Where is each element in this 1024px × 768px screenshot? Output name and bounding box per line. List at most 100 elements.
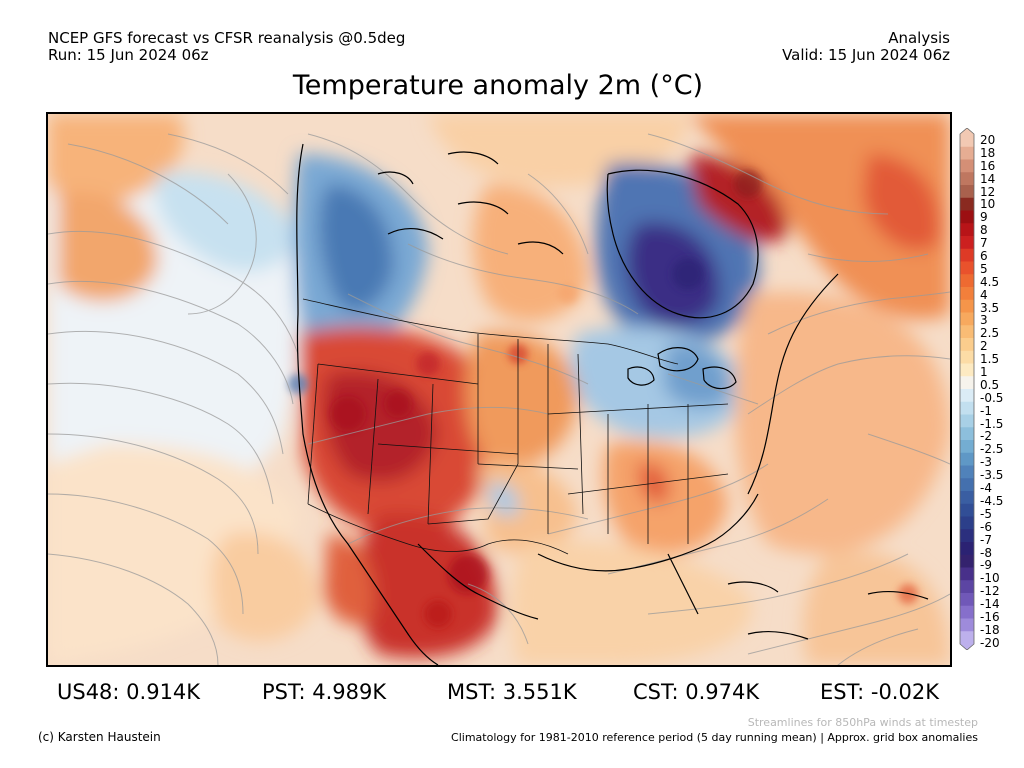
anomaly-map: [48, 114, 950, 665]
coastlines: [296, 143, 929, 665]
colorbar-swatch: [960, 236, 974, 250]
colorbar-swatch: [960, 146, 974, 160]
colorbar-label: 18: [980, 145, 996, 160]
colorbar-bottom-arrow: [960, 644, 974, 650]
colorbar-label: -16: [980, 609, 1000, 624]
stat-cst: CST: 0.974K: [633, 680, 760, 704]
colorbar-swatch: [960, 593, 974, 607]
streamline-note: Streamlines for 850hPa winds at timestep: [747, 716, 978, 729]
colorbar-swatch: [960, 223, 974, 237]
colorbar-swatch: [960, 261, 974, 275]
colorbar-swatch: [960, 529, 974, 543]
stat-mst: MST: 3.551K: [447, 680, 577, 704]
colorbar-swatch: [960, 287, 974, 301]
colorbar-swatch: [960, 338, 974, 352]
colorbar-swatch: [960, 185, 974, 199]
colorbar-label: -14: [980, 597, 1000, 612]
anomaly-detail: [288, 170, 918, 628]
colorbar-label: 3.5: [980, 300, 1000, 315]
colorbar-swatch: [960, 159, 974, 173]
colorbar-label: 7: [980, 236, 988, 251]
colorbar-label: -4.5: [980, 493, 1004, 508]
colorbar: [959, 128, 975, 650]
colorbar-swatch: [960, 248, 974, 262]
colorbar-label: -8: [980, 545, 992, 560]
colorbar-label: -1.5: [980, 416, 1004, 431]
colorbar-label: 12: [980, 184, 996, 199]
colorbar-label: -7: [980, 532, 992, 547]
colorbar-label: -4: [980, 481, 992, 496]
colorbar-label: 0.5: [980, 377, 1000, 392]
colorbar-label: -10: [980, 571, 1000, 586]
colorbar-swatch: [960, 134, 974, 148]
colorbar-outline: [959, 128, 975, 650]
model-description: NCEP GFS forecast vs CFSR reanalysis @0.…: [48, 29, 406, 47]
colorbar-label: -0.5: [980, 390, 1004, 405]
colorbar-label: -1: [980, 403, 992, 418]
colorbar-label: 2: [980, 339, 988, 354]
colorbar-label: 1.5: [980, 352, 1000, 367]
colorbar-label: 8: [980, 223, 988, 238]
colorbar-label: -9: [980, 558, 992, 573]
colorbar-label: -3: [980, 455, 992, 470]
run-time: Run: 15 Jun 2024 06z: [48, 46, 209, 64]
colorbar-label: 14: [980, 171, 996, 186]
colorbar-swatch: [960, 542, 974, 556]
colorbar-label: 4.5: [980, 274, 1000, 289]
header-left: NCEP GFS forecast vs CFSR reanalysis @0.…: [48, 30, 405, 64]
colorbar-label: 10: [980, 197, 996, 212]
colorbar-label: 16: [980, 158, 996, 173]
colorbar-swatch: [960, 478, 974, 492]
colorbar-swatch: [960, 503, 974, 517]
colorbar-swatch: [960, 605, 974, 619]
colorbar-labels: 20 18 16 14 12 10 9 8 7 6 5 4.5 4 3.5 3 2.5 2 1.5 1 0.5 -0.5…: [980, 134, 1003, 650]
colorbar-label: 4: [980, 287, 988, 302]
colorbar-swatch: [960, 452, 974, 466]
map-frame: [46, 112, 952, 667]
colorbar-label: -2: [980, 429, 992, 444]
colorbar-swatch: [960, 554, 974, 568]
colorbar-swatch: [960, 363, 974, 377]
colorbar-label: 20: [980, 133, 996, 147]
colorbar-swatch: [960, 580, 974, 594]
valid-time: Valid: 15 Jun 2024 06z: [782, 46, 950, 64]
stat-est: EST: -0.02K: [820, 680, 939, 704]
analysis-label: Analysis: [888, 29, 950, 47]
colorbar-swatch: [960, 465, 974, 479]
colorbar-swatch: [960, 376, 974, 390]
colorbar-label: 9: [980, 210, 988, 225]
colorbar-swatch: [960, 631, 974, 645]
political-borders: [302, 298, 729, 555]
stat-us48: US48: 0.914K: [57, 680, 201, 704]
stat-pst: PST: 4.989K: [262, 680, 387, 704]
anomaly-field: [48, 114, 950, 665]
colorbar-label: -12: [980, 584, 1000, 599]
colorbar-label: -20: [980, 635, 1000, 650]
colorbar-label: -6: [980, 519, 992, 534]
colorbar-label: -3.5: [980, 468, 1004, 483]
climatology-note: Climatology for 1981-2010 reference peri…: [451, 731, 978, 744]
colorbar-label: 3: [980, 313, 988, 328]
header-right: Analysis Valid: 15 Jun 2024 06z: [782, 30, 950, 64]
colorbar-swatch: [960, 567, 974, 581]
wind-streamlines: [48, 133, 950, 665]
colorbar-label: -5: [980, 506, 992, 521]
colorbar-swatch: [960, 414, 974, 428]
colorbar-swatch: [960, 350, 974, 364]
colorbar-top-arrow: [960, 128, 974, 134]
colorbar-swatch: [960, 491, 974, 505]
colorbar-swatch: [960, 389, 974, 403]
colorbar-swatch: [960, 274, 974, 288]
colorbar-swatch: [960, 325, 974, 339]
colorbar-label: 6: [980, 249, 988, 264]
colorbar-swatch: [960, 440, 974, 454]
colorbar-label: 5: [980, 261, 988, 276]
colorbar-swatch: [960, 299, 974, 313]
colorbar-swatch: [960, 401, 974, 415]
colorbar-swatch: [960, 197, 974, 211]
colorbar-swatch: [960, 172, 974, 186]
colorbar-label: -18: [980, 622, 1000, 637]
colorbar-label: 1: [980, 365, 988, 380]
colorbar-swatch: [960, 516, 974, 530]
colorbar-swatch: [960, 312, 974, 326]
